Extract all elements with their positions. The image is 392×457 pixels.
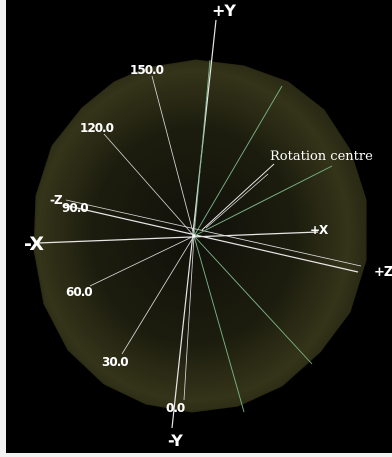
z-axis-line — [63, 204, 359, 273]
angle-label-30: 30.0 — [102, 355, 128, 369]
rotation-centre-marker[interactable] — [192, 234, 196, 238]
meridian-0 — [183, 235, 195, 401]
scene-canvas: +Y -Y -X +X -Z +Z 0.0 30.0 60.0 90.0 120… — [24, 1, 392, 450]
axis-label-minus-x: -X — [24, 233, 44, 255]
axis-label-plus-y: +Y — [212, 1, 236, 20]
z-axis-line-outer — [65, 199, 362, 267]
angle-label-90: 90.0 — [62, 201, 88, 215]
rotation-centre-pointer-2 — [205, 173, 269, 229]
meridian-30 — [121, 235, 195, 355]
axis-label-plus-x: +X — [310, 223, 329, 237]
meridian-120 — [103, 133, 195, 237]
green-meridian-5 — [193, 59, 211, 237]
green-meridian-1 — [193, 235, 245, 413]
angle-label-60: 60.0 — [66, 285, 92, 299]
meridian-150 — [151, 75, 195, 237]
rotation-centre-annotation: Rotation centre — [270, 149, 373, 164]
angle-label-150: 150.0 — [130, 63, 164, 77]
angle-label-0: 0.0 — [166, 401, 185, 415]
axis-label-minus-y: -Y — [168, 431, 183, 450]
x-axis-line — [37, 231, 319, 244]
green-meridian-2 — [193, 235, 313, 365]
angle-label-120: 120.0 — [80, 121, 114, 135]
meridian-60 — [89, 235, 195, 287]
rotation-centre-pointer — [201, 163, 275, 231]
axis-label-minus-z: -Z — [50, 193, 63, 207]
axis-label-plus-z: +Z — [374, 265, 392, 280]
green-meridian-3 — [193, 165, 333, 237]
y-axis-line — [171, 19, 217, 429]
green-meridian-4 — [193, 85, 283, 237]
